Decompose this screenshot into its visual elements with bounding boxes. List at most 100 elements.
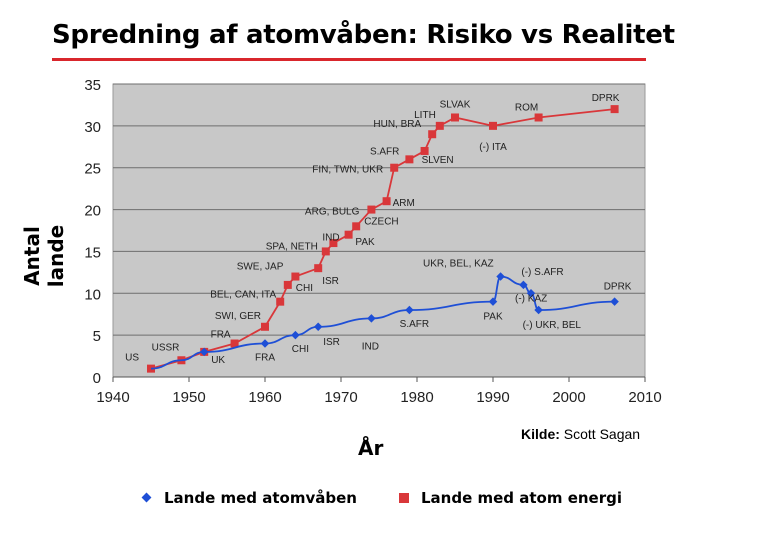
page-title: Spredning af atomvåben: Risiko vs Realit… xyxy=(52,20,675,50)
data-point-weapons xyxy=(488,297,498,306)
y-tick-label: 10 xyxy=(84,286,101,303)
legend-item-weapons: Lande med atomvåben xyxy=(140,489,357,507)
data-point-energy xyxy=(489,121,497,130)
y-tick-label: 15 xyxy=(84,244,101,261)
square-marker-icon xyxy=(397,491,411,505)
y-tick-label: 0 xyxy=(93,370,101,387)
data-label-energy: FIN, TWN, UKR xyxy=(312,165,383,176)
data-point-weapons xyxy=(291,330,300,340)
data-label-energy: US xyxy=(125,353,139,364)
data-point-weapons xyxy=(405,305,414,315)
data-label-energy: SLVEN xyxy=(422,155,454,166)
y-axis-label: Antal lande xyxy=(20,224,68,288)
data-point-energy xyxy=(329,239,338,248)
source-note: Kilde: Scott Sagan xyxy=(521,426,640,442)
data-label-energy: S.AFR xyxy=(370,146,399,157)
data-point-energy xyxy=(230,339,239,348)
data-point-weapons xyxy=(534,305,543,315)
data-label-energy: SWE, JAP xyxy=(237,262,284,273)
data-label-weapons: UKR, BEL, KAZ xyxy=(423,259,494,270)
data-point-energy xyxy=(390,163,399,172)
data-label-energy: PAK xyxy=(355,237,375,248)
data-point-energy xyxy=(610,105,619,114)
data-label-energy: SLVAK xyxy=(440,99,471,110)
data-label-weapons: FRA xyxy=(255,353,275,364)
x-tick-label: 1970 xyxy=(324,389,357,406)
data-label-weapons: PAK xyxy=(483,312,503,323)
data-point-energy xyxy=(283,280,292,289)
plot-area xyxy=(112,83,646,378)
data-point-energy xyxy=(382,197,391,206)
y-tick-label: 25 xyxy=(84,161,101,178)
data-point-energy xyxy=(261,322,269,331)
data-point-weapons xyxy=(610,297,619,306)
data-label-energy: DPRK xyxy=(592,93,620,104)
data-point-weapons xyxy=(519,280,528,290)
data-point-energy xyxy=(321,247,330,256)
data-point-energy xyxy=(344,230,353,239)
data-label-weapons: ISR xyxy=(323,337,340,348)
x-tick-label: 1950 xyxy=(172,389,205,406)
data-label-energy: SWI, GER xyxy=(215,311,261,322)
data-label-energy: (-) ITA xyxy=(479,142,507,153)
data-label-weapons: (-) S.AFR xyxy=(521,267,563,278)
data-point-energy xyxy=(435,121,444,130)
source-label: Kilde: xyxy=(521,426,560,442)
data-label-energy: BEL, CAN, ITA xyxy=(210,290,276,301)
legend-label-weapons: Lande med atomvåben xyxy=(164,489,357,507)
data-point-energy xyxy=(291,272,300,281)
data-label-energy: CHI xyxy=(296,283,313,294)
data-point-weapons xyxy=(496,272,505,281)
data-point-energy xyxy=(428,130,437,139)
data-label-energy: CZECH xyxy=(364,216,398,227)
data-label-weapons: IND xyxy=(362,341,379,352)
data-point-weapons xyxy=(367,314,376,323)
data-label-weapons: DPRK xyxy=(604,282,632,293)
data-label-energy: ROM xyxy=(515,102,538,113)
source-value: Scott Sagan xyxy=(563,426,641,442)
data-point-energy xyxy=(367,205,376,214)
data-point-energy xyxy=(276,297,285,306)
x-tick-label: 1940 xyxy=(96,389,129,406)
data-label-weapons: S.AFR xyxy=(400,319,429,330)
data-label-energy: IND xyxy=(322,233,339,244)
y-tick-label: 5 xyxy=(93,328,101,345)
y-tick-label: 20 xyxy=(84,203,101,220)
data-label-energy: ISR xyxy=(322,276,339,287)
x-tick-label: 1980 xyxy=(400,389,433,406)
data-point-weapons xyxy=(260,339,270,348)
data-point-weapons xyxy=(526,289,536,298)
data-point-energy xyxy=(451,113,459,122)
data-label-weapons: (-) KAZ xyxy=(515,293,547,304)
x-tick-label: 1990 xyxy=(476,389,509,406)
x-tick-label: 1960 xyxy=(248,389,281,406)
legend: Lande med atomvåben Lande med atom energ… xyxy=(140,487,662,509)
x-tick-label: 2000 xyxy=(552,389,585,406)
data-point-energy xyxy=(352,222,361,231)
data-label-weapons: CHI xyxy=(292,344,309,355)
y-tick-label: 30 xyxy=(84,119,101,136)
x-tick-label: 2010 xyxy=(628,389,661,406)
data-point-weapons xyxy=(199,347,209,357)
diamond-marker-icon xyxy=(140,491,154,505)
data-point-energy xyxy=(405,155,414,164)
legend-label-energy: Lande med atom energi xyxy=(420,489,622,507)
x-axis-label: År xyxy=(358,436,384,460)
data-label-energy: ARG, BULG xyxy=(305,207,360,218)
data-label-energy: LITH xyxy=(414,110,436,121)
title-underline xyxy=(52,58,646,61)
data-point-energy xyxy=(314,264,323,273)
data-label-weapons: UK xyxy=(211,355,225,366)
data-point-energy xyxy=(534,113,543,122)
y-tick-label: 35 xyxy=(84,77,101,94)
data-label-energy: FRA xyxy=(211,330,231,341)
data-point-weapons xyxy=(313,322,323,332)
data-label-energy: SPA, NETH xyxy=(266,241,318,252)
legend-item-energy: Lande med atom energi xyxy=(397,489,622,507)
data-label-energy: USSR xyxy=(152,342,180,353)
data-point-energy xyxy=(420,146,429,155)
data-label-weapons: (-) UKR, BEL xyxy=(523,320,582,331)
data-label-energy: ARM xyxy=(393,198,415,209)
data-label-energy: HUN, BRA xyxy=(373,119,421,130)
